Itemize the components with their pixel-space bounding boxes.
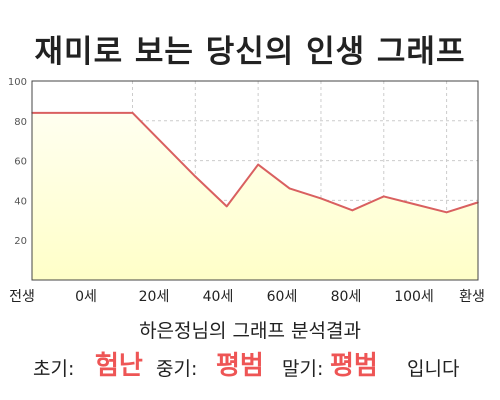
x-tick-label: 60세 (267, 289, 298, 305)
result-suffix: 입니다 (407, 358, 460, 380)
analysis-result: 초기: 험난 중기: 평범 말기: 평범 입니다 (0, 346, 500, 386)
y-tick-label: 40 (14, 196, 27, 207)
x-tick-label: 환생 (459, 289, 485, 305)
data-point (288, 187, 291, 190)
y-tick-label: 20 (14, 236, 27, 247)
x-tick-label: 40세 (203, 289, 234, 305)
data-point (382, 195, 385, 198)
area-series (31, 111, 479, 280)
y-tick-label: 60 (14, 157, 27, 168)
data-point (320, 197, 322, 200)
plot-frame (31, 80, 479, 281)
data-point (257, 163, 259, 166)
x-tick-label: 100세 (394, 289, 434, 305)
data-point (131, 112, 134, 114)
late-value: 평범 (330, 351, 378, 381)
mid-value: 평범 (216, 351, 264, 381)
x-tick-label: 80세 (331, 289, 362, 305)
series-line (32, 111, 479, 214)
analysis-title: 하은정님의 그래프 분석결과 (139, 320, 361, 342)
data-point (351, 209, 354, 212)
x-tick-labels: 전생 0세 20세 40세 60세 80세 100세 환생 (9, 289, 485, 305)
data-point (194, 175, 197, 178)
y-tick-labels: 20 40 60 80 100 (8, 77, 27, 247)
x-tick-label: 전생 (9, 289, 35, 305)
data-point (414, 203, 416, 206)
mid-label: 중기: (156, 358, 198, 380)
x-tick-label: 20세 (139, 289, 170, 305)
early-value: 험난 (95, 351, 143, 381)
y-tick-label: 80 (14, 117, 27, 128)
data-point (225, 205, 228, 208)
early-label: 초기: (33, 358, 75, 380)
area-fill (32, 112, 478, 280)
data-point (445, 211, 448, 214)
axes (31, 80, 479, 281)
page-title: 재미로 보는 당신의 인생 그래프 (34, 34, 466, 70)
y-tick-label: 100 (8, 77, 27, 88)
late-label: 말기: (282, 358, 324, 380)
x-tick-label: 0세 (75, 289, 97, 305)
